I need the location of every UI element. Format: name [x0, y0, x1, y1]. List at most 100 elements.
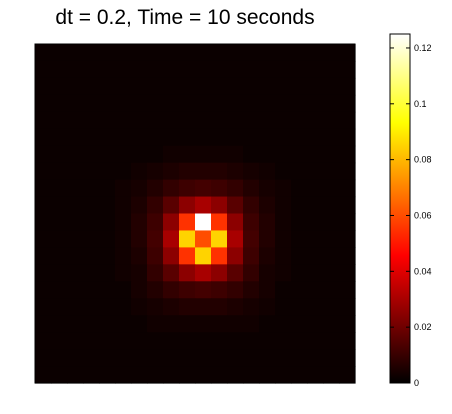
heatmap-cell [131, 196, 148, 215]
heatmap-cell [307, 179, 324, 198]
heatmap-cell [99, 60, 116, 79]
heatmap-cell [211, 162, 228, 181]
heatmap-cell [99, 179, 116, 198]
heatmap-cell [323, 145, 340, 164]
colorbar-ticks: 0 0.02 0.04 0.06 0.08 0.1 0.12 [390, 43, 432, 388]
heatmap-cell [259, 247, 276, 265]
heatmap-cell [307, 94, 324, 113]
heatmap-cell [35, 332, 52, 350]
heatmap-cell [67, 162, 84, 181]
heatmap-cell [99, 247, 116, 265]
heatmap-cell [227, 349, 244, 367]
heatmap-cell [307, 196, 324, 215]
heatmap-cell [195, 349, 212, 367]
heatmap-cell [131, 281, 148, 299]
heatmap-cell [227, 366, 244, 384]
heatmap-cell [275, 77, 292, 96]
heatmap-cell [99, 315, 116, 333]
heatmap-cell [291, 332, 308, 350]
heatmap-cell [307, 111, 324, 130]
heatmap-cell [51, 230, 68, 248]
heatmap-cell [131, 179, 148, 198]
heatmap-cell [83, 162, 100, 181]
heatmap-cell [179, 298, 196, 316]
heatmap-cell [115, 77, 132, 96]
heatmap-cell [323, 179, 340, 198]
heatmap-cell [67, 230, 84, 248]
heatmap-cell [275, 230, 292, 248]
heatmap-cell [227, 128, 244, 147]
heatmap-cell [83, 77, 100, 96]
heatmap-cell [51, 44, 68, 62]
heatmap-cell [307, 264, 324, 282]
heatmap-cell [211, 315, 228, 333]
heatmap-cell [323, 349, 340, 367]
heatmap-cell [243, 77, 260, 96]
heatmap-cell [323, 60, 340, 79]
heatmap-cell [99, 213, 116, 232]
heatmap-cell [35, 298, 52, 316]
heatmap-cell [131, 111, 148, 130]
heatmap-cell [51, 298, 68, 316]
heatmap-cell [211, 44, 228, 62]
heatmap-cell [211, 77, 228, 96]
heatmap-cell [259, 77, 276, 96]
heatmap-cell [163, 281, 180, 299]
heatmap-cell [83, 213, 100, 232]
heatmap-cell [147, 230, 164, 248]
heatmap-cell [67, 94, 84, 113]
chart-title: dt = 0.2, Time = 10 seconds [55, 6, 314, 29]
heatmap-cell [51, 366, 68, 384]
heatmap-cell [147, 332, 164, 350]
heatmap-cell [179, 230, 196, 248]
heatmap-cell [35, 349, 52, 367]
heatmap-cell [323, 264, 340, 282]
heatmap-cell [99, 349, 116, 367]
heatmap-cell [163, 44, 180, 62]
heatmap-cell [179, 366, 196, 384]
heatmap-cell [307, 213, 324, 232]
heatmap-cell [163, 111, 180, 130]
heatmap-cell [99, 128, 116, 147]
heatmap-cell [51, 162, 68, 181]
heatmap-cell [307, 44, 324, 62]
heatmap-cell [275, 315, 292, 333]
heatmap-cell [243, 349, 260, 367]
heatmap-cell [115, 349, 132, 367]
heatmap-cell [291, 247, 308, 265]
heatmap-cell [147, 196, 164, 215]
colorbar-tick-label: 0.1 [414, 99, 427, 109]
heatmap-cell [339, 94, 356, 113]
heatmap-cell [83, 94, 100, 113]
heatmap-cell [99, 264, 116, 282]
heatmap-cell [339, 332, 356, 350]
heatmap-cell [35, 44, 52, 62]
heatmap-cell [227, 315, 244, 333]
heatmap-cell [35, 111, 52, 130]
heatmap-cell [131, 94, 148, 113]
heatmap-cell [51, 145, 68, 164]
heatmap-cell [147, 145, 164, 164]
heatmap-cell [131, 349, 148, 367]
heatmap-cell [339, 162, 356, 181]
heatmap-cell [307, 230, 324, 248]
heatmap-cell [35, 366, 52, 384]
heatmap-cell [83, 315, 100, 333]
heatmap-cell [323, 162, 340, 181]
heatmap-cell [195, 332, 212, 350]
heatmap-cell [163, 366, 180, 384]
heatmap-cell [163, 349, 180, 367]
heatmap-cell [67, 179, 84, 198]
heatmap-cell [163, 298, 180, 316]
heatmap-cell [275, 44, 292, 62]
heatmap-cell [51, 213, 68, 232]
heatmap-grid [35, 44, 356, 384]
heatmap-cell [211, 332, 228, 350]
heatmap-cell [67, 332, 84, 350]
heatmap-cell [243, 332, 260, 350]
heatmap-cell [291, 77, 308, 96]
heatmap-cell [307, 349, 324, 367]
heatmap-cell [275, 366, 292, 384]
heatmap-cell [83, 44, 100, 62]
heatmap-cell [99, 366, 116, 384]
